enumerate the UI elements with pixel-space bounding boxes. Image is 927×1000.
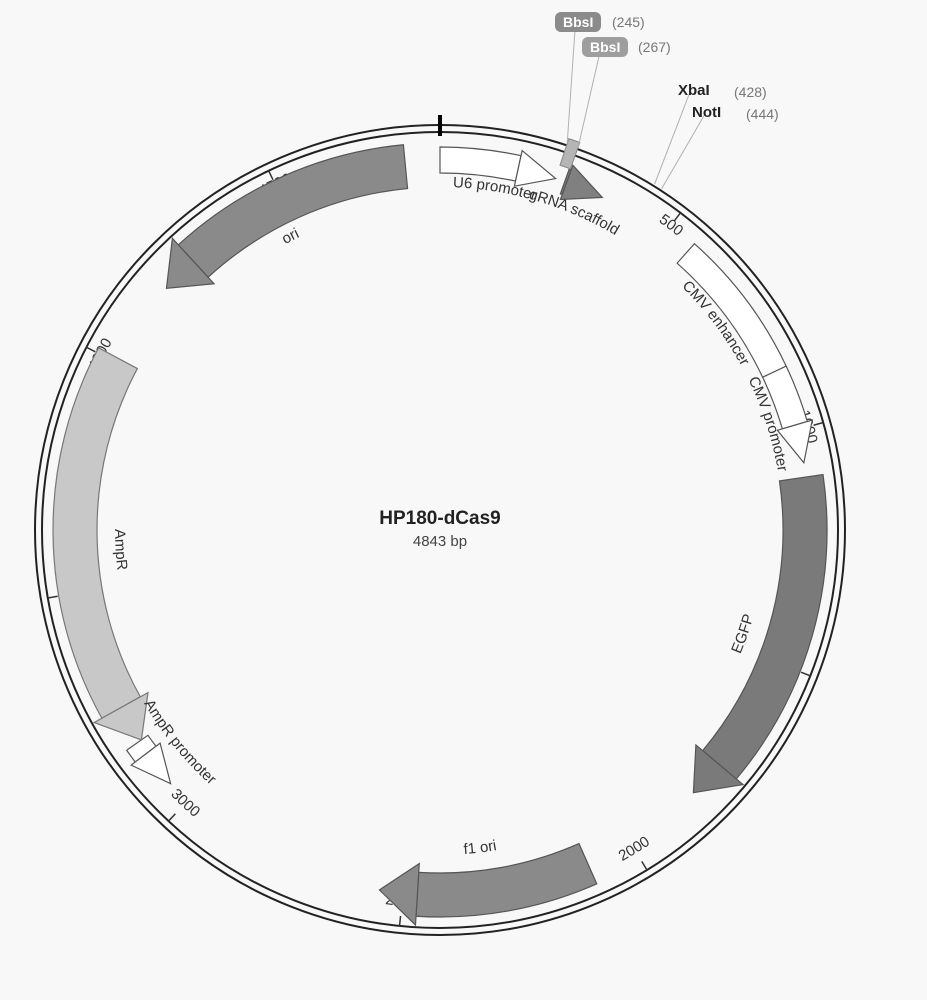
site-bbsi-245-pos: (245) xyxy=(612,14,645,30)
tick-3000 xyxy=(169,814,176,821)
site-bbsi-267-badge: BbsI xyxy=(582,37,628,57)
feature-egfp xyxy=(703,475,827,779)
site-bbsi-267-pos: (267) xyxy=(638,39,671,55)
leader xyxy=(578,52,600,147)
plasmid-map: 50010001500200025003000350040004500U6 pr… xyxy=(0,0,927,1000)
tick-3500 xyxy=(48,596,58,598)
feature-cmv_enh xyxy=(677,244,786,378)
leader xyxy=(567,30,575,143)
label-ampR: AmpR xyxy=(111,529,130,571)
site-bbsi-245-badge: BbsI xyxy=(555,12,601,32)
backbone-outer xyxy=(35,125,845,935)
site-noti-pos: (444) xyxy=(746,106,779,122)
feature-ori xyxy=(178,145,407,278)
feature-u6 xyxy=(440,147,521,181)
feature-scaffold-head xyxy=(560,165,602,199)
label-ori: ori xyxy=(279,225,302,248)
leader xyxy=(662,114,705,189)
site-xbai-label: XbaI xyxy=(678,82,710,99)
tick-1500 xyxy=(801,672,810,676)
tick-2000 xyxy=(642,861,647,870)
feature-u6-head xyxy=(514,151,555,187)
label-tick500: 500 xyxy=(656,211,686,240)
tick-2500 xyxy=(400,916,401,926)
label-tick3000: 3000 xyxy=(167,786,203,821)
site-noti-label: NotI xyxy=(692,104,721,121)
label-tick2000: 2000 xyxy=(616,833,653,865)
feature-f1ori-head xyxy=(379,864,419,925)
label-egfp: EGFP xyxy=(728,612,757,656)
backbone-inner xyxy=(42,132,838,928)
plasmid-size: 4843 bp xyxy=(413,533,467,550)
label-f1ori: f1 ori xyxy=(463,837,498,858)
site-xbai-pos: (428) xyxy=(734,84,767,100)
plasmid-name: HP180-dCas9 xyxy=(379,508,500,529)
